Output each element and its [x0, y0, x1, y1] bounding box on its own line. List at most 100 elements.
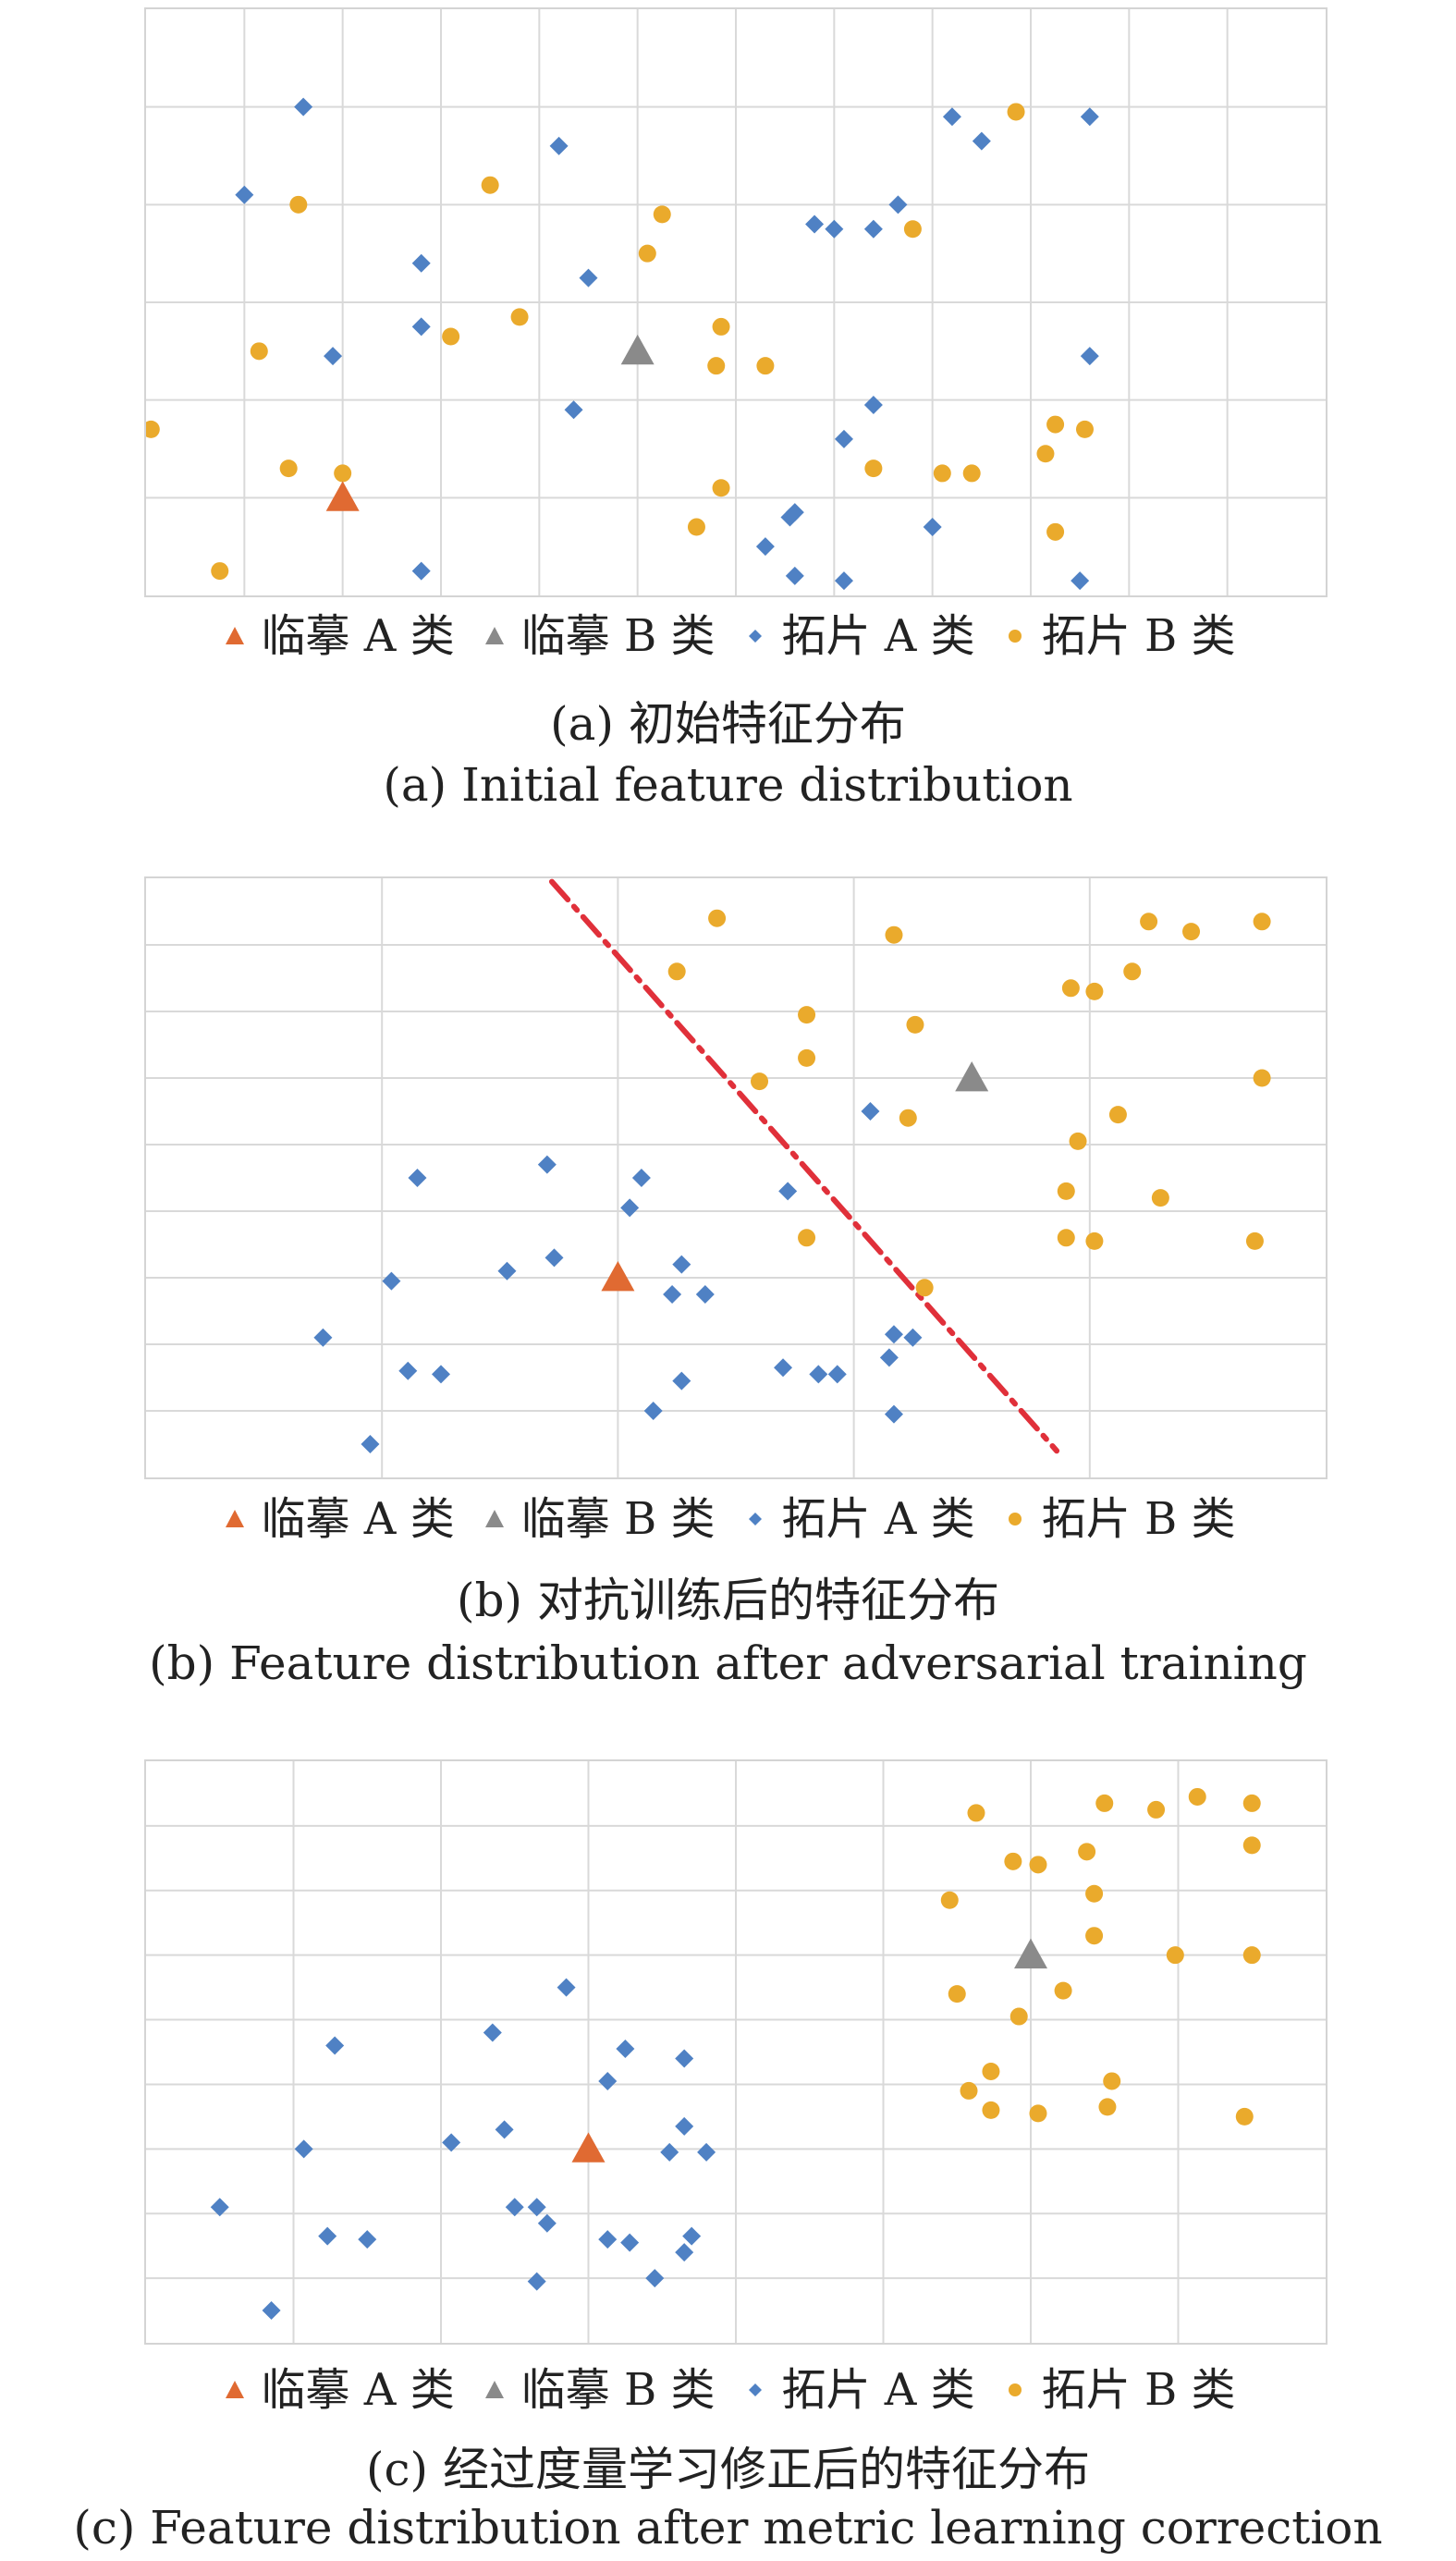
point-tapian-a [682, 2226, 702, 2246]
point-tapian-a [888, 195, 908, 214]
point-tapian-b [1007, 103, 1025, 121]
legend-label: 拓片 B 类 [1041, 2364, 1236, 2416]
point-tapian-a [325, 2036, 345, 2055]
legend-item-linmo-a: 临摹 A 类 [221, 608, 455, 664]
point-tapian-a [616, 2040, 635, 2059]
point-tapian-b [903, 220, 922, 239]
point-tapian-b [933, 464, 951, 483]
legend-item-linmo-a: 临摹 A 类 [221, 2362, 455, 2418]
point-tapian-b [751, 1072, 769, 1091]
point-tapian-a [235, 185, 254, 204]
point-tapian-b [289, 195, 308, 214]
point-tapian-b [948, 1985, 966, 2003]
point-tapian-b [1057, 1229, 1075, 1247]
caption-cn-a: (a) 初始特征分布 [550, 697, 906, 751]
point-tapian-b [442, 327, 460, 346]
point-tapian-b [1245, 1231, 1264, 1250]
legend-marker-triangle-icon [484, 2381, 504, 2398]
legend-marker-circle-icon [1008, 2383, 1022, 2396]
point-tapian-b [1095, 1794, 1114, 1812]
point-linmo-b [955, 1061, 989, 1092]
point-tapian-a [863, 219, 883, 239]
point-tapian-a [884, 1404, 903, 1424]
point-tapian-a [382, 1271, 401, 1291]
legend-marker-diamond-icon [748, 630, 762, 643]
point-tapian-b [982, 2101, 1000, 2119]
legend-marker-circle-icon [1008, 1513, 1022, 1526]
point-tapian-b [798, 1229, 816, 1247]
legend-marker-triangle-icon [225, 627, 244, 644]
legend-item-linmo-b: 临摹 B 类 [481, 2362, 716, 2418]
point-tapian-b [707, 357, 726, 375]
point-tapian-a [294, 2139, 313, 2159]
point-tapian-a [972, 131, 991, 151]
point-tapian-b [712, 317, 730, 336]
legend-b: 临摹 A 类 临摹 B 类 拓片 A 类 拓片 B 类 [0, 1491, 1456, 1547]
legend-marker-circle-icon [1008, 630, 1022, 643]
point-tapian-b [1140, 913, 1158, 931]
point-tapian-b [1004, 1852, 1022, 1870]
point-tapian-a [318, 2226, 337, 2246]
point-tapian-a [537, 1155, 557, 1174]
point-tapian-b [667, 962, 686, 981]
point-tapian-a [537, 2213, 557, 2233]
legend-item-linmo-b: 临摹 B 类 [481, 1491, 716, 1547]
legend-marker-triangle-icon [225, 1510, 244, 1527]
legend-label: 临摹 A 类 [261, 610, 455, 662]
point-tapian-b [687, 518, 705, 536]
point-tapian-a [861, 1102, 880, 1121]
point-tapian-b [250, 342, 268, 361]
point-tapian-a [903, 1328, 923, 1347]
point-tapian-a [497, 1261, 517, 1280]
point-tapian-b [798, 1006, 816, 1024]
point-tapian-a [1080, 107, 1099, 127]
point-tapian-b [940, 1891, 959, 1909]
point-tapian-a [505, 2198, 524, 2217]
legend-label: 临摹 B 类 [520, 1493, 716, 1545]
legend-item-tapian-a: 拓片 A 类 [741, 608, 975, 664]
point-tapian-a [778, 1182, 798, 1201]
point-tapian-a [598, 2230, 618, 2249]
point-tapian-b [1061, 979, 1080, 998]
point-tapian-b [899, 1109, 917, 1127]
point-tapian-a [697, 2142, 716, 2162]
legend-item-tapian-b: 拓片 B 类 [1001, 2362, 1236, 2418]
point-tapian-a [1080, 347, 1099, 366]
point-tapian-a [324, 347, 343, 366]
caption-en-c: (c) Feature distribution after metric le… [73, 2501, 1383, 2555]
point-tapian-b [1085, 1927, 1104, 1945]
point-linmo-a [571, 2132, 606, 2163]
point-tapian-b [481, 176, 499, 194]
legend-label: 拓片 B 类 [1041, 1493, 1236, 1545]
point-tapian-a [579, 268, 598, 288]
scatter-svg [146, 1761, 1326, 2343]
point-tapian-b [1085, 982, 1104, 1000]
decision-boundary-line [548, 878, 1060, 1454]
legend-marker-diamond-icon [748, 1513, 762, 1526]
point-tapian-b [982, 2062, 1000, 2080]
point-tapian-b [1069, 1132, 1087, 1150]
point-tapian-b [756, 357, 775, 375]
caption-en-a: (a) Initial feature distribution [383, 758, 1073, 812]
point-tapian-a [294, 97, 313, 116]
legend-label: 临摹 B 类 [520, 610, 716, 662]
point-tapian-b [1085, 1884, 1104, 1903]
point-tapian-a [660, 2142, 679, 2162]
point-tapian-a [408, 1169, 427, 1187]
point-tapian-a [442, 2133, 461, 2152]
legend-label: 拓片 A 类 [781, 1493, 975, 1545]
point-tapian-b [1054, 1981, 1072, 2000]
point-tapian-a [834, 571, 853, 591]
caption-en-b: (b) Feature distribution after adversari… [149, 1636, 1307, 1690]
legend-marker-diamond-icon [748, 2383, 762, 2396]
point-tapian-b [1253, 1069, 1271, 1087]
point-tapian-b [1235, 2107, 1254, 2126]
point-tapian-b [1036, 445, 1055, 463]
scatter-svg [146, 9, 1326, 595]
point-tapian-a [527, 2198, 546, 2217]
point-tapian-a [774, 1358, 793, 1378]
scatter-plot-c [144, 1759, 1328, 2345]
point-tapian-b [1242, 1946, 1261, 1965]
point-tapian-b [1085, 1231, 1104, 1250]
point-tapian-a [527, 2272, 546, 2291]
